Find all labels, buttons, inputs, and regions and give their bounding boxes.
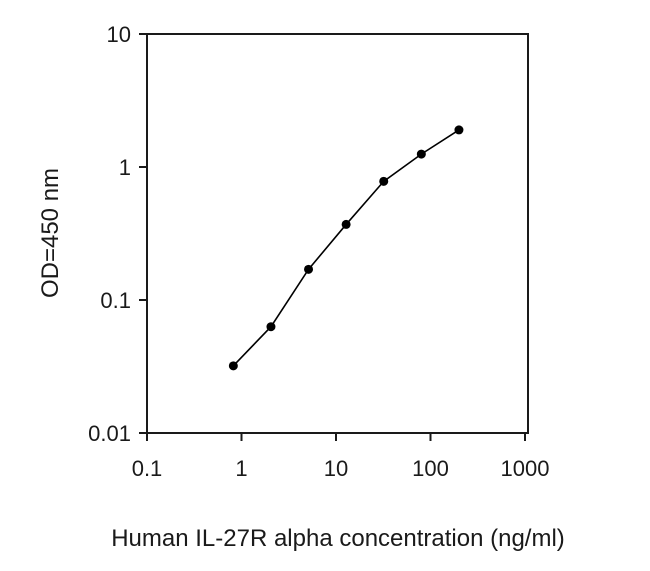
x-tick-label: 100 — [412, 456, 449, 481]
data-point — [454, 125, 464, 135]
y-axis: 10 1 0.1 0.01 — [88, 22, 147, 446]
data-point — [304, 264, 314, 274]
x-axis: 0.1 1 10 100 1000 — [132, 433, 550, 481]
data-series — [228, 125, 464, 371]
y-tick-label: 0.1 — [100, 288, 131, 313]
data-point — [341, 219, 351, 229]
y-tick-label: 0.01 — [88, 421, 131, 446]
data-point — [416, 149, 426, 159]
x-tick-label: 1 — [235, 456, 247, 481]
x-axis-title: Human IL-27R alpha concentration (ng/ml) — [111, 525, 565, 552]
x-tick-label: 10 — [324, 456, 348, 481]
y-axis-title: OD=450 nm — [37, 168, 64, 298]
y-tick-label: 10 — [107, 22, 131, 47]
x-tick-label: 1000 — [501, 456, 550, 481]
data-point — [266, 322, 276, 332]
y-tick-label: 1 — [119, 155, 131, 180]
x-tick-label: 0.1 — [132, 456, 163, 481]
data-point — [379, 176, 389, 186]
data-point — [228, 361, 238, 371]
